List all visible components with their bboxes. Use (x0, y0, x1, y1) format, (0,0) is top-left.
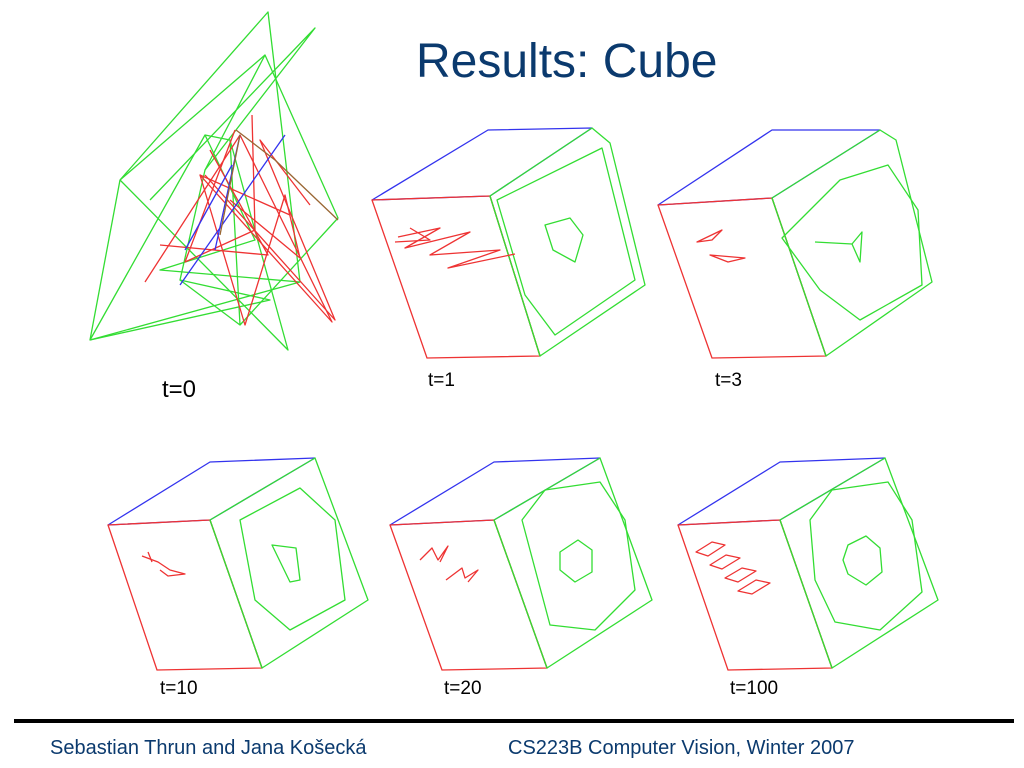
frame-label-t0: t=0 (162, 376, 197, 403)
footer-authors: Sebastian Thrun and Jana Košecká (50, 737, 367, 759)
frame-label-t10: t=10 (160, 678, 198, 699)
frame-t0-green-lines (89, 11, 339, 351)
frame-label-t20: t=20 (444, 678, 482, 699)
frame-label-t100: t=100 (730, 678, 779, 699)
footer-course: CS223B Computer Vision, Winter 2007 (508, 737, 855, 759)
frame-label-t3: t=3 (715, 370, 742, 391)
slide-title: Results: Cube (416, 35, 718, 88)
frame-t0-brown-lines (219, 129, 339, 236)
frame-label-t1: t=1 (428, 370, 455, 391)
footer-divider (14, 719, 1014, 723)
